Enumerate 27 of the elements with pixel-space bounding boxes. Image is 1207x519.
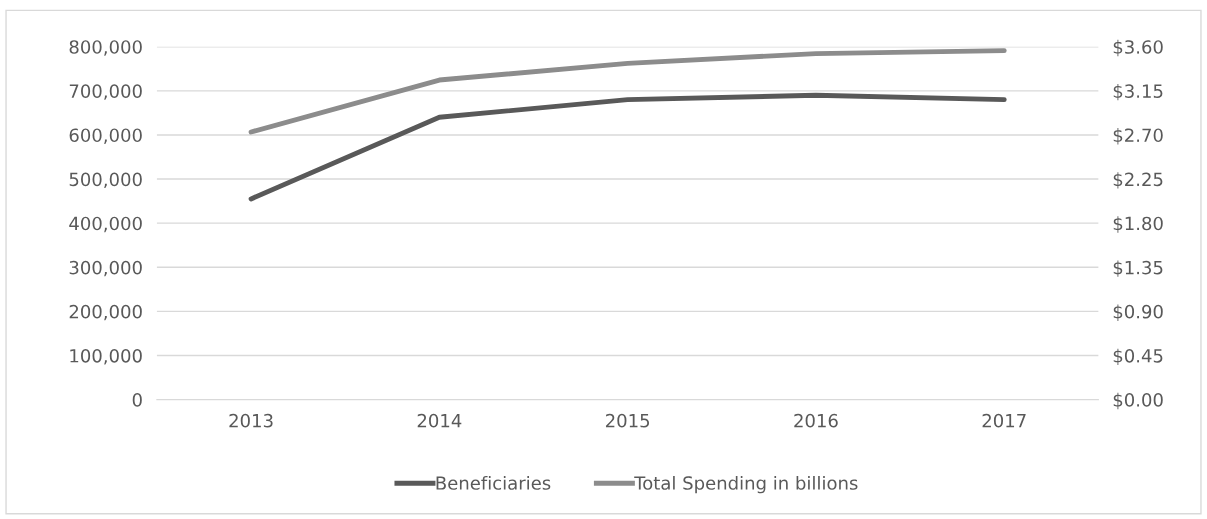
y2-tick-label: $1.80: [1113, 216, 1163, 233]
y2-tick-label: $1.35: [1113, 260, 1163, 277]
y-tick-label: 0: [132, 393, 142, 407]
y-tick-label: 100,000: [70, 348, 142, 365]
x-tick-label: 2013: [229, 413, 273, 428]
y-tick-label: 400,000: [69, 216, 142, 233]
line-series: [248, 48, 1007, 135]
y-tick-label: 500,000: [69, 172, 142, 189]
y-tick-label: 800,000: [69, 40, 142, 56]
y2-tick-label: $3.15: [1113, 83, 1163, 101]
x-tick-label: 2015: [605, 413, 650, 428]
y-tick-label: 700,000: [69, 84, 142, 100]
x-tick-label: 2017: [982, 413, 1026, 428]
legend-label: Beneficiaries: [436, 475, 551, 490]
x-tick-label: 2014: [417, 413, 462, 428]
x-tick-label: 2016: [794, 413, 838, 428]
y2-tick-label: $2.25: [1113, 172, 1163, 189]
y2-tick-label: $0.90: [1113, 304, 1163, 321]
legend-label: Total Spending in billions: [634, 475, 858, 494]
y2-tick-label: $2.70: [1113, 128, 1163, 145]
y-tick-label: 600,000: [69, 128, 142, 144]
y2-tick-label: $0.00: [1113, 392, 1163, 410]
y2-tick-label: $0.45: [1113, 348, 1163, 366]
line-series: [248, 92, 1007, 202]
y-tick-label: 200,000: [69, 304, 142, 321]
y-tick-label: 300,000: [69, 260, 142, 277]
y2-tick-label: $3.60: [1113, 39, 1163, 57]
